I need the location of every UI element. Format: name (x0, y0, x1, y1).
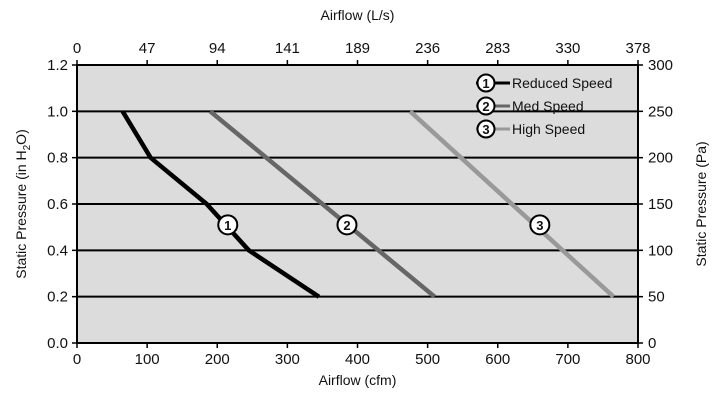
x-top-tick-label: 236 (415, 40, 440, 57)
y-left-tick-label: 0.4 (47, 242, 68, 259)
y-left-tick-label: 1.2 (47, 57, 68, 74)
x-bottom-tick-label: 800 (625, 351, 650, 368)
x-bottom-tick-label: 100 (135, 351, 160, 368)
y-left-tick-label: 0.8 (47, 150, 68, 167)
legend-marker-2 (476, 96, 496, 116)
legend-marker-3 (476, 119, 496, 139)
legend-marker-label-1: 1 (482, 76, 489, 91)
legend: 1 Reduced Speed 2 Med Speed 3 High Speed (476, 73, 612, 139)
y-right-tick-label: 50 (648, 289, 665, 306)
series-marker-label-2: 2 (343, 218, 350, 233)
series-marker-label-3: 3 (536, 218, 543, 233)
y-left-tick-label: 1.0 (47, 103, 68, 120)
y-right-tick-label: 300 (648, 57, 673, 74)
series-line-2 (208, 109, 437, 299)
x-top-tick-label: 47 (139, 40, 156, 57)
x-top-tick-label: 283 (485, 40, 510, 57)
legend-label-2: Med Speed (512, 98, 584, 114)
y-left-tick-label: 0.0 (47, 335, 68, 352)
x-axis-top-title: Airflow (L/s) (321, 7, 395, 23)
y-right-tick-label: 0 (648, 335, 656, 352)
x-top-tick-label: 141 (275, 40, 300, 57)
x-top-tick-label: 189 (345, 40, 370, 57)
series-marker-label-1: 1 (224, 218, 231, 233)
x-top-tick-label: 330 (555, 40, 580, 57)
legend-marker-1 (476, 73, 496, 93)
x-bottom-tick-label: 700 (555, 351, 580, 368)
y-left-tick-label: 0.2 (47, 289, 68, 306)
legend-label-3: High Speed (512, 121, 585, 137)
y-right-tick-label: 200 (648, 150, 673, 167)
series-marker-1 (217, 214, 239, 236)
x-bottom-tick-label: 300 (275, 351, 300, 368)
y-right-tick-label: 100 (648, 242, 673, 259)
x-bottom-tick-label: 500 (415, 351, 440, 368)
series-line-3 (408, 109, 616, 299)
x-bottom-tick-label: 0 (73, 351, 81, 368)
y-left-tick-label: 0.6 (47, 196, 68, 213)
x-top-tick-label: 378 (625, 40, 650, 57)
y-right-tick-label: 150 (648, 196, 673, 213)
legend-marker-label-2: 2 (482, 99, 489, 114)
x-bottom-tick-label: 400 (345, 351, 370, 368)
y-axis-right-title: Static Pressure (Pa) (693, 141, 709, 266)
x-axis-bottom-title: Airflow (cfm) (319, 372, 397, 388)
series-marker-3 (529, 214, 551, 236)
series-line-1 (120, 110, 321, 299)
legend-marker-label-3: 3 (482, 122, 489, 137)
y-right-tick-label: 250 (648, 103, 673, 120)
series-marker-2 (336, 214, 358, 236)
x-bottom-tick-label: 200 (205, 351, 230, 368)
x-top-tick-label: 0 (73, 40, 81, 57)
x-bottom-tick-label: 600 (485, 351, 510, 368)
legend-label-1: Reduced Speed (512, 75, 612, 91)
x-top-tick-label: 94 (209, 40, 226, 57)
y-axis-left-title: Static Pressure (in H2O) (13, 129, 33, 279)
